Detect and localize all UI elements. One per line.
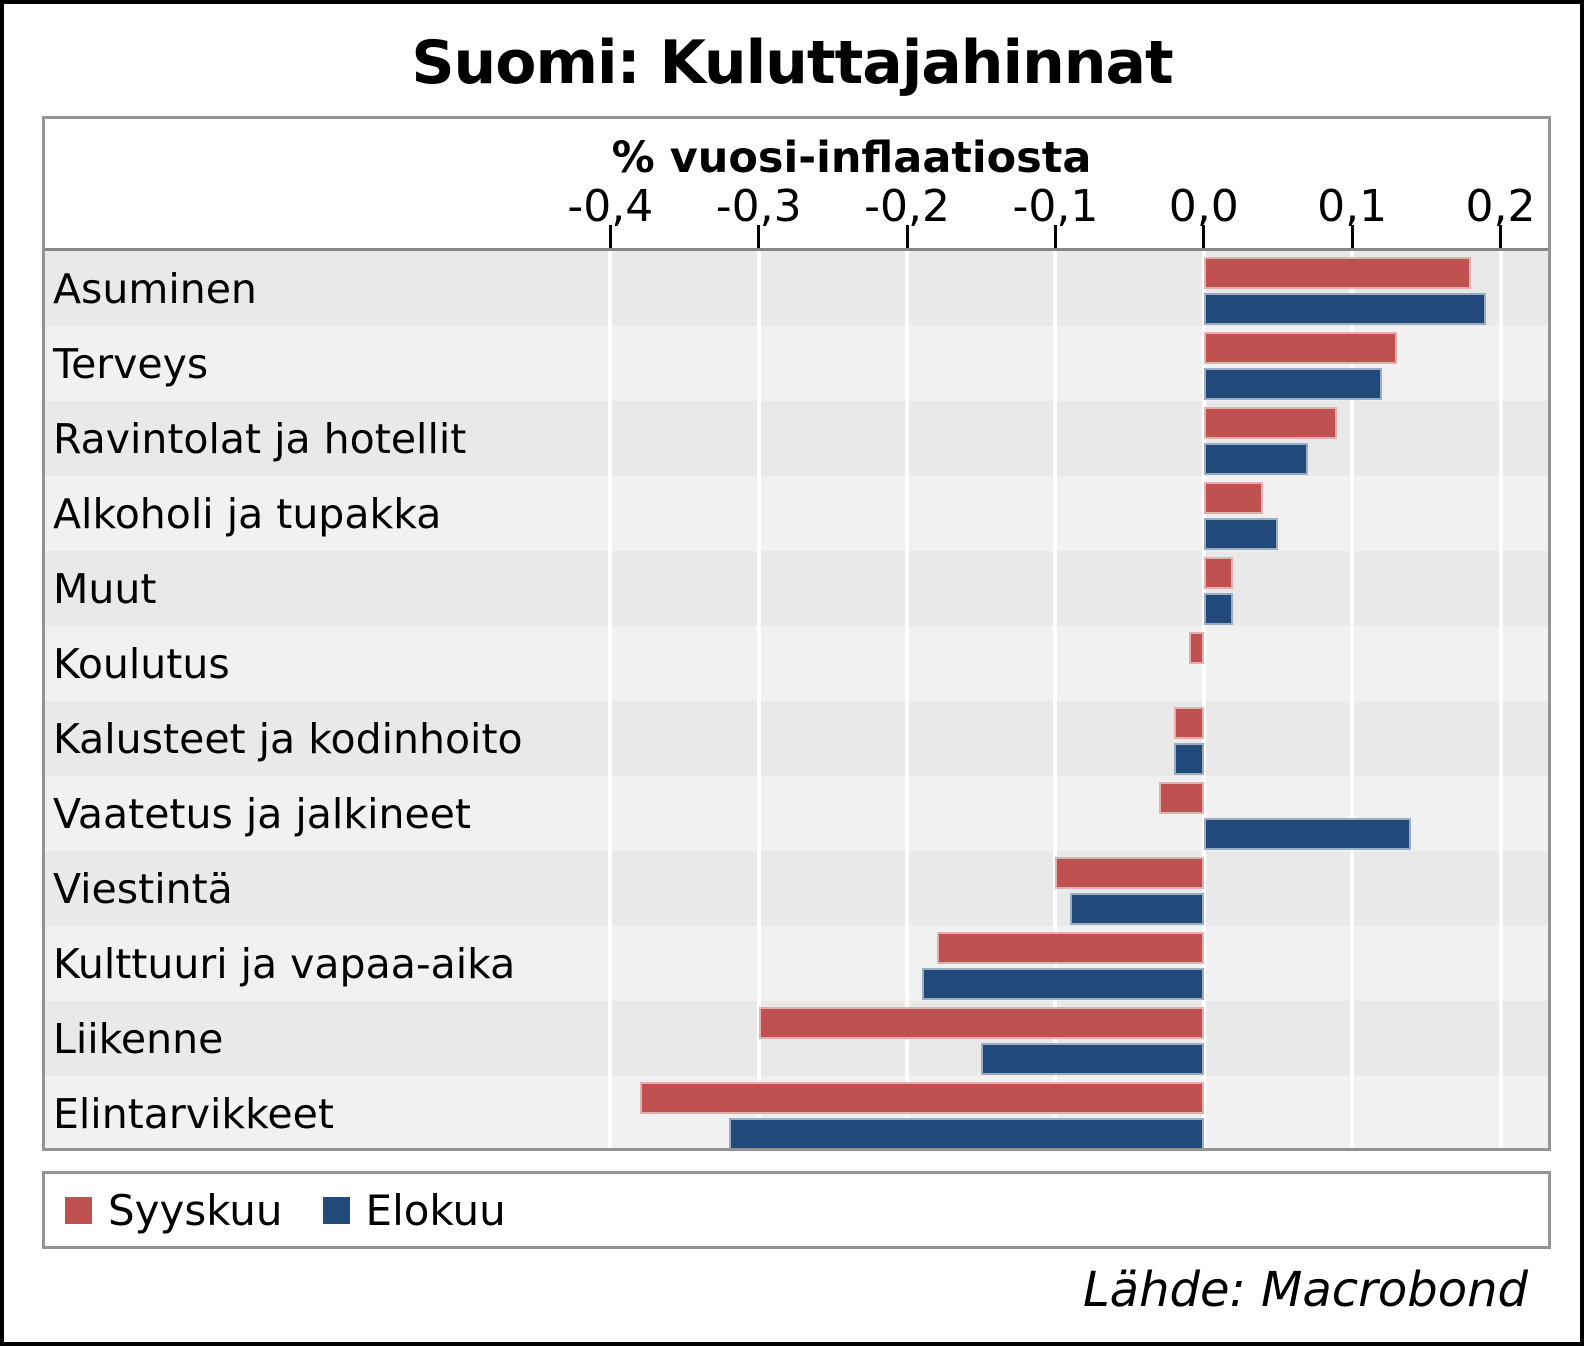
- x-tick-mark: [1202, 225, 1206, 248]
- axis-title: % vuosi-inflaatiosta: [611, 133, 1092, 183]
- bar-syyskuu-10: [936, 932, 1204, 964]
- legend-box: Syyskuu Elokuu: [42, 1171, 1551, 1249]
- legend: Syyskuu Elokuu: [45, 1174, 1548, 1246]
- plot-area: Asuminen Terveys Ravintolat ja hotellit Alk…: [45, 248, 1548, 1148]
- bar-elokuu-12: [728, 1118, 1204, 1148]
- gridline: [1201, 251, 1206, 1148]
- source-text: Lähde: Macrobond: [1082, 1262, 1528, 1318]
- legend-item-elokuu: Elokuu: [322, 1185, 506, 1235]
- x-tick-mark: [1053, 225, 1057, 248]
- category-label: Viestintä: [53, 864, 233, 913]
- legend-label: Syyskuu: [108, 1185, 283, 1235]
- gridline: [1053, 251, 1058, 1148]
- category-label: Terveys: [53, 339, 209, 388]
- category-label: Koulutus: [53, 639, 230, 688]
- row-stripe: [45, 701, 1548, 776]
- bar-elokuu-2: [1203, 368, 1382, 400]
- gridline: [1350, 251, 1355, 1148]
- row-stripe: [45, 476, 1548, 551]
- row-stripe: [45, 851, 1548, 926]
- bar-elokuu-7: [1174, 743, 1204, 775]
- gridline: [608, 251, 613, 1148]
- legend-label: Elokuu: [365, 1185, 506, 1235]
- category-label: Asuminen: [53, 264, 257, 313]
- x-tick-mark: [1350, 225, 1354, 248]
- bar-syyskuu-11: [758, 1007, 1204, 1039]
- x-tick-label: -0,4: [567, 181, 654, 232]
- page-title: Suomi: Kuluttajahinnat: [411, 28, 1173, 98]
- bar-elokuu-10: [921, 968, 1204, 1000]
- bar-syyskuu-12: [639, 1082, 1204, 1114]
- bar-syyskuu-9: [1055, 857, 1204, 889]
- category-label: Alkoholi ja tupakka: [53, 489, 442, 538]
- bar-syyskuu-6: [1188, 632, 1204, 664]
- chart-box: % vuosi-inflaatiosta Asuminen Terveys Ravi…: [42, 116, 1551, 1151]
- bar-syyskuu-4: [1203, 482, 1264, 514]
- x-tick-mark: [1499, 225, 1503, 248]
- x-tick-label: 0,2: [1465, 181, 1536, 232]
- row-stripe: [45, 551, 1548, 626]
- x-tick-label: 0,1: [1317, 181, 1388, 232]
- bar-syyskuu-1: [1203, 257, 1471, 289]
- category-label: Muut: [53, 564, 157, 613]
- bar-syyskuu-3: [1203, 407, 1338, 439]
- bar-elokuu-9: [1070, 893, 1204, 925]
- category-label: Elintarvikkeet: [53, 1089, 334, 1138]
- x-tick-mark: [905, 225, 909, 248]
- gridline: [905, 251, 910, 1148]
- category-label: Vaatetus ja jalkineet: [53, 789, 471, 838]
- legend-swatch-elokuu: [322, 1196, 350, 1224]
- bar-elokuu-11: [981, 1043, 1204, 1075]
- row-stripe: [45, 926, 1548, 1001]
- bar-syyskuu-7: [1174, 707, 1204, 739]
- gridline: [1498, 251, 1503, 1148]
- bar-syyskuu-8: [1159, 782, 1204, 814]
- bar-elokuu-4: [1203, 518, 1278, 550]
- category-label: Ravintolat ja hotellit: [53, 414, 467, 463]
- gridline: [756, 251, 761, 1148]
- x-tick-label: -0,3: [715, 181, 802, 232]
- bar-syyskuu-5: [1203, 557, 1234, 589]
- x-tick-mark: [608, 225, 612, 248]
- category-label: Kalusteet ja kodinhoito: [53, 714, 523, 763]
- category-label: Liikenne: [53, 1014, 224, 1063]
- bar-elokuu-5: [1203, 593, 1234, 625]
- x-tick-label: -0,1: [1012, 181, 1099, 232]
- x-tick-label: -0,2: [864, 181, 950, 232]
- x-tick-mark: [757, 225, 761, 248]
- bar-elokuu-3: [1203, 443, 1308, 475]
- bar-elokuu-1: [1203, 293, 1486, 325]
- legend-swatch-syyskuu: [65, 1196, 92, 1224]
- bar-syyskuu-2: [1203, 332, 1397, 364]
- x-tick-label: 0,0: [1168, 181, 1239, 232]
- legend-item-syyskuu: Syyskuu: [65, 1186, 283, 1235]
- category-label: Kulttuuri ja vapaa-aika: [53, 939, 516, 988]
- bar-elokuu-8: [1203, 818, 1412, 850]
- row-stripe: [45, 626, 1548, 701]
